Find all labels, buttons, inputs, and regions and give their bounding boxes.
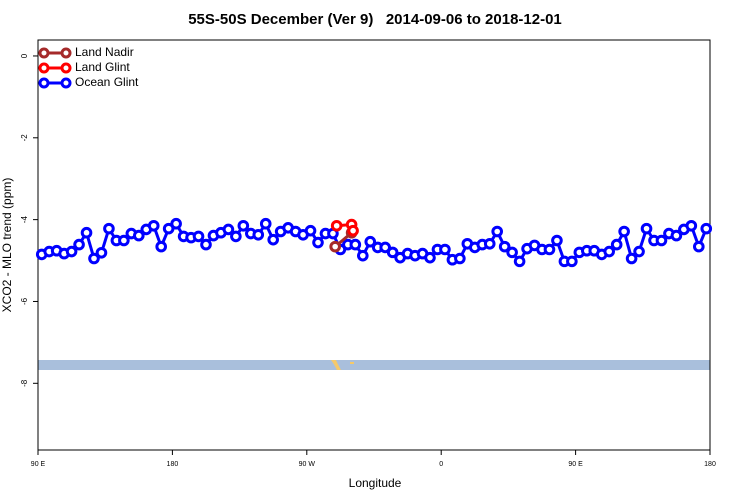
data-point [192, 230, 205, 243]
data-point [118, 234, 130, 247]
data-point [543, 243, 556, 256]
plot-frame [37, 39, 711, 451]
data-point [259, 217, 272, 230]
data-point [230, 230, 242, 243]
data-point [625, 252, 638, 265]
data-point [364, 235, 377, 248]
y-axis-label: XCO2 - MLO trend (ppm) [0, 178, 14, 313]
data-point [633, 245, 645, 258]
data-point [73, 238, 85, 251]
data-point [200, 238, 212, 251]
data-point [693, 240, 705, 253]
data-point [80, 226, 93, 239]
land-patch [331, 360, 341, 370]
data-point [483, 237, 496, 250]
legend-label: Land Nadir [75, 45, 134, 59]
legend-label: Land Glint [75, 60, 130, 74]
legend-marker [38, 62, 50, 74]
data-point [551, 234, 563, 247]
data-point [65, 245, 78, 258]
data-point [439, 243, 451, 256]
data-point [222, 223, 235, 236]
y-tick-label: -8 [20, 379, 29, 387]
data-point [566, 255, 578, 268]
data-point [386, 246, 399, 259]
legend-label: Ocean Glint [75, 75, 139, 89]
x-tick-label: 90 W [299, 461, 316, 468]
data-point [349, 238, 362, 251]
data-point [147, 219, 160, 232]
x-tick-label: 90 E [31, 461, 46, 468]
data-point [312, 236, 324, 249]
data-point [103, 222, 115, 235]
legend-marker [60, 62, 72, 74]
legend-marker [38, 47, 50, 59]
data-point [237, 219, 250, 232]
data-point [162, 222, 175, 235]
x-tick-label: 180 [167, 461, 179, 468]
y-tick-label: -4 [20, 216, 29, 224]
data-point [170, 217, 182, 230]
data-point [491, 225, 504, 238]
data-point [304, 224, 317, 237]
land-patch [350, 362, 354, 364]
data-point [88, 252, 100, 265]
data-point [347, 224, 359, 237]
data-point [655, 234, 668, 247]
data-point [133, 229, 145, 242]
data-point [252, 228, 265, 241]
legend-marker [60, 77, 72, 89]
data-point [640, 222, 653, 235]
x-tick-label: 90 E [568, 461, 583, 468]
data-point [155, 240, 167, 253]
x-tick-label: 0 [439, 461, 443, 468]
data-point [379, 241, 392, 254]
data-point [618, 225, 630, 238]
legend-marker [38, 77, 50, 89]
x-tick-label: 180 [704, 461, 716, 468]
data-point [498, 240, 511, 253]
data-point [670, 229, 683, 242]
data-point [506, 246, 518, 259]
data-point [513, 255, 526, 268]
chart-title: 55S-50S December (Ver 9) 2014-09-06 to 2… [188, 11, 562, 28]
data-point [424, 251, 436, 264]
data-point [95, 246, 108, 259]
data-point [685, 219, 698, 232]
data-point [329, 240, 341, 253]
data-point [700, 222, 713, 235]
mask-band [38, 360, 710, 370]
y-tick-label: -6 [20, 297, 29, 305]
data-point [267, 233, 280, 246]
y-tick-label: 0 [20, 53, 29, 58]
y-tick-label: -2 [20, 134, 29, 142]
data-point [357, 249, 369, 262]
data-point [330, 219, 343, 232]
legend-marker [60, 47, 72, 59]
data-point [454, 252, 466, 265]
x-axis-label: Longitude [349, 476, 402, 490]
data-point [610, 238, 623, 251]
data-point [603, 245, 616, 258]
